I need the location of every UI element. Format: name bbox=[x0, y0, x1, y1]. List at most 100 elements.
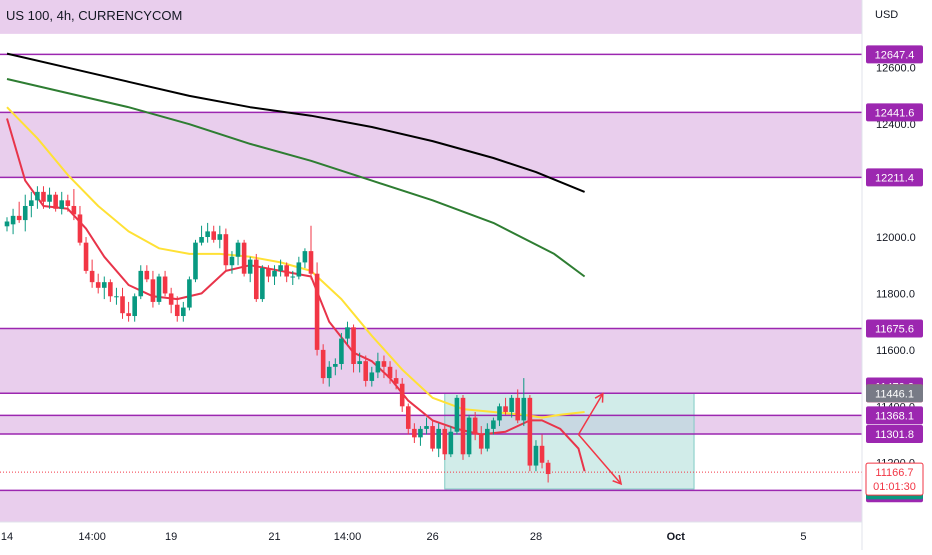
x-tick-label: 26 bbox=[426, 531, 438, 543]
y-tick-label: 12400.0 bbox=[876, 119, 916, 131]
level-badge bbox=[866, 406, 923, 425]
x-tick-label: 19 bbox=[165, 531, 177, 543]
level-badge-label: 11368.1 bbox=[875, 410, 914, 422]
candle-body bbox=[41, 191, 46, 202]
x-tick-label: 14:00 bbox=[78, 531, 106, 543]
level-badge-label: 11301.8 bbox=[875, 429, 914, 441]
candle-body bbox=[217, 234, 223, 240]
candle-body bbox=[302, 251, 308, 263]
candle-body bbox=[162, 276, 168, 294]
last-price-badge bbox=[865, 462, 924, 496]
level-badge bbox=[866, 103, 923, 122]
candle-body bbox=[339, 338, 344, 364]
candle-body bbox=[399, 383, 405, 407]
level-badge-label: 11675.6 bbox=[875, 324, 914, 336]
currency-label: USD bbox=[875, 9, 898, 21]
level-badge bbox=[866, 168, 923, 187]
candle-body bbox=[539, 445, 545, 463]
candle-body bbox=[375, 361, 381, 373]
candle-body bbox=[114, 296, 119, 298]
candle-body bbox=[144, 270, 150, 280]
candle-body bbox=[35, 191, 40, 201]
candle-body bbox=[533, 445, 539, 466]
candle-body bbox=[266, 268, 271, 277]
candle-body bbox=[278, 265, 283, 271]
candle-body bbox=[132, 296, 137, 317]
candle-body bbox=[156, 276, 162, 302]
candle-body bbox=[472, 417, 478, 435]
candle-body bbox=[199, 237, 204, 243]
candle-body bbox=[229, 256, 235, 266]
level-badge-label: 12647.4 bbox=[875, 49, 915, 61]
candle-body bbox=[47, 194, 52, 202]
x-tick-label: 14 bbox=[1, 531, 13, 543]
candle-body bbox=[95, 282, 101, 288]
candle-body bbox=[418, 428, 423, 438]
candle-body bbox=[108, 282, 113, 297]
candle-body bbox=[77, 214, 83, 243]
x-tick-label: 21 bbox=[268, 531, 280, 543]
candle-body bbox=[326, 366, 332, 379]
candle-body bbox=[205, 231, 210, 238]
candle-body bbox=[478, 434, 484, 449]
candle-body bbox=[241, 242, 247, 274]
candle-body bbox=[515, 397, 521, 421]
level-badge-label: 12211.4 bbox=[875, 172, 914, 184]
candle-body bbox=[436, 428, 441, 449]
chart-title: US 100, 4h, CURRENCYCOM bbox=[6, 8, 183, 23]
x-tick-label: 5 bbox=[800, 531, 806, 543]
candle-body bbox=[211, 231, 217, 240]
candle-body bbox=[448, 431, 454, 455]
candle-body bbox=[138, 270, 144, 297]
projection-arrow bbox=[577, 434, 622, 485]
x-tick-label: 28 bbox=[530, 531, 542, 543]
price-axis bbox=[862, 0, 932, 550]
price-badge-label: 11446.1 bbox=[875, 388, 914, 400]
candle-body bbox=[454, 397, 460, 432]
candle-body bbox=[393, 378, 399, 384]
projection-arrow-head bbox=[594, 392, 604, 403]
moving-average-line bbox=[6, 52, 585, 193]
candle-body bbox=[466, 417, 472, 455]
candle-body bbox=[345, 327, 350, 339]
candle-body bbox=[545, 462, 551, 475]
candle-body bbox=[521, 397, 527, 421]
level-band bbox=[0, 328, 862, 394]
candle-body bbox=[503, 406, 508, 412]
candle-body bbox=[193, 242, 198, 280]
candle-body bbox=[120, 296, 125, 314]
candle-body bbox=[412, 428, 417, 438]
price-badge bbox=[866, 384, 923, 403]
level-band bbox=[0, 0, 862, 34]
candle-body bbox=[369, 372, 375, 381]
candle-body bbox=[381, 361, 387, 367]
candle-body bbox=[320, 349, 326, 379]
candle-body bbox=[59, 200, 65, 209]
candle-body bbox=[527, 397, 533, 466]
x-tick-label: Oct bbox=[667, 531, 686, 543]
candle-body bbox=[53, 194, 58, 209]
level-badge bbox=[866, 425, 923, 444]
candle-body bbox=[83, 242, 89, 271]
y-tick-label: 12000.0 bbox=[876, 232, 916, 244]
moving-average-line bbox=[6, 78, 586, 278]
y-tick-label: 12600.0 bbox=[876, 63, 916, 75]
level-band bbox=[0, 490, 862, 522]
candle-body bbox=[22, 205, 28, 221]
candle-body bbox=[314, 273, 320, 350]
candle-body bbox=[235, 242, 241, 257]
level-badge bbox=[866, 45, 923, 64]
level-band bbox=[0, 112, 862, 178]
candle-body bbox=[485, 428, 490, 449]
y-tick-label: 11800.0 bbox=[876, 288, 915, 300]
candle-body bbox=[387, 366, 393, 379]
candle-body bbox=[460, 397, 466, 455]
candle-body bbox=[187, 279, 192, 308]
candle-body bbox=[363, 361, 369, 381]
candle-body bbox=[10, 215, 16, 225]
candle-body bbox=[308, 251, 314, 274]
x-tick-label: 14:00 bbox=[334, 531, 362, 543]
projection-arrow-head bbox=[612, 474, 623, 486]
